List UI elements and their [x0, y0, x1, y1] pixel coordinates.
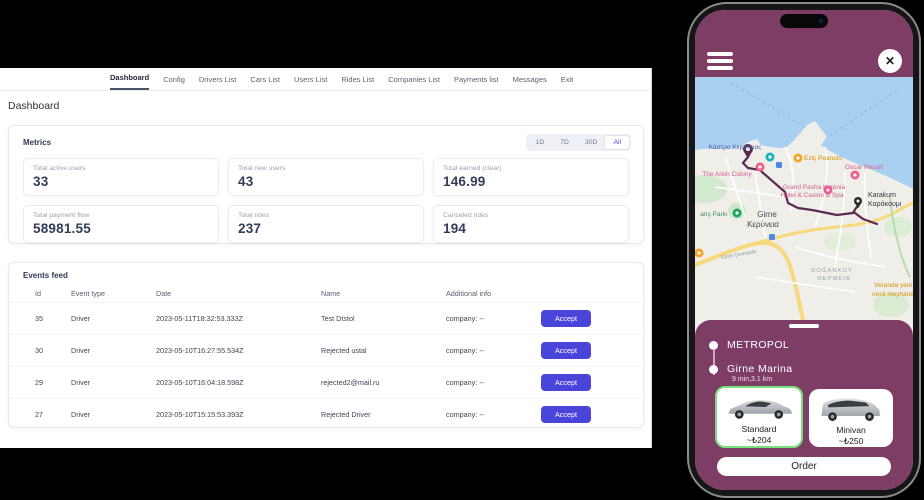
tab-payments-list[interactable]: Payments list [453, 75, 499, 84]
table-row: 27 Driver 2023-05-10T15:15:53.393Z Rejec… [9, 398, 643, 430]
minivan-car-image [821, 398, 880, 421]
map-label-dogankoy2: ΘΕΡΜΕΙΑ [817, 276, 850, 282]
table-row: 29 Driver 2023-05-10T16:04:18.598Z rejec… [9, 366, 643, 398]
admin-dashboard-window: Dashboard Config Drivers List Cars List … [0, 68, 652, 448]
map-label-park: anş Parkı [700, 211, 728, 218]
metric-total-payment-flow: Total payment flow 58981.55 [23, 205, 219, 243]
filter-7d[interactable]: 7D [560, 139, 569, 146]
map-label-castle: Κάστρο Κερύνειας [709, 143, 762, 151]
tab-cars-list[interactable]: Cars List [250, 75, 280, 84]
map-label-dogankoy: DOĞANKÖY [811, 267, 853, 274]
castle-poi-icon [765, 152, 775, 162]
restaurant-poi-icon [695, 248, 704, 258]
destination-label: Girne Marina [727, 363, 793, 375]
origin-dot-icon [709, 340, 718, 350]
phone-screen: ✕ [695, 10, 913, 490]
close-icon[interactable]: ✕ [878, 49, 902, 73]
metric-total-active-users: Total active users 33 [23, 158, 219, 196]
car-option-standard[interactable]: Standard ~₺204 [715, 386, 803, 448]
map-label-veranda: Veranda yeni [874, 282, 912, 289]
sedan-car-image [728, 400, 792, 419]
tab-config[interactable]: Config [163, 75, 185, 84]
car-price: ~₺250 [838, 436, 864, 446]
hotel-poi-icon [823, 185, 833, 195]
metrics-title: Metrics [23, 138, 52, 147]
destination-dot-icon [709, 364, 718, 374]
col-name: Name [321, 288, 341, 298]
accept-button[interactable]: Accept [541, 406, 591, 423]
park-poi-icon [732, 208, 742, 218]
tab-users-list[interactable]: Users List [293, 75, 328, 84]
car-name: Standard [741, 424, 777, 434]
filter-all[interactable]: All [605, 136, 629, 149]
table-row: 35 Driver 2023-05-11T18:32:53.333Z Test … [9, 302, 643, 334]
col-info: Additional info [446, 288, 492, 298]
filter-30d[interactable]: 30D [584, 139, 598, 146]
table-row: 30 Driver 2023-05-10T16:27:55.534Z Rejec… [9, 334, 643, 366]
destination-row: Girne Marina [709, 363, 793, 375]
route-polyline [741, 155, 879, 226]
origin-row: METROPOL [709, 339, 789, 351]
map-label-karakum: Karakum [868, 192, 896, 199]
map-label-pasha2: Hotel & Casino & Spa [781, 192, 844, 199]
car-option-minivan[interactable]: Minivan ~₺250 [809, 389, 893, 447]
map-label-veranda2: nesil meyhane [872, 291, 913, 298]
map-label-girne: Girne [757, 210, 777, 219]
accept-button[interactable]: Accept [541, 342, 591, 359]
top-navbar: Dashboard Config Drivers List Cars List … [0, 68, 651, 91]
metric-total-earned: Total earned (clear) 146.99 [433, 158, 629, 196]
ride-bottom-sheet: METROPOL Girne Marina 9 min,3.1 km [695, 320, 913, 490]
car-name: Minivan [836, 425, 866, 435]
tab-exit[interactable]: Exit [560, 75, 574, 84]
events-table-header: Id Event type Date Name Additional info [9, 284, 643, 302]
tab-rides-list[interactable]: Rides List [341, 75, 375, 84]
phone-mockup: ✕ [687, 2, 921, 498]
accept-button[interactable]: Accept [541, 374, 591, 391]
metrics-card: Metrics 1D 7D 30D All Total active users… [8, 125, 644, 244]
phone-notch [780, 14, 828, 28]
events-feed-card: Events feed Id Event type Date Name Addi… [8, 262, 644, 428]
map-label-karakum2: Καράκουμι [868, 200, 902, 208]
metric-total-new-users: Total new users 43 [228, 158, 424, 196]
metric-canceled-rides: Canceled rides 194 [433, 205, 629, 243]
events-feed-title: Events feed [23, 271, 68, 280]
tab-companies-list[interactable]: Companies List [388, 75, 440, 84]
origin-pin-icon [743, 144, 753, 159]
col-id: Id [35, 288, 41, 298]
metric-total-rides: Total rides 237 [228, 205, 424, 243]
filter-1d[interactable]: 1D [535, 139, 545, 146]
map-label-oscar: Oscar Resort [845, 164, 883, 171]
trip-info: 9 min,3.1 km [732, 376, 773, 383]
destination-pin-icon [854, 197, 862, 209]
tab-messages[interactable]: Messages [512, 75, 547, 84]
map-label-arkin: The Arkin Colony [702, 171, 752, 178]
map-land [695, 121, 913, 320]
map-label-girne2: Κερύνεια [747, 220, 779, 229]
map-view[interactable]: Κάστρο Κερύνειας The Arkin Colony Eziç P… [695, 77, 913, 321]
metric-tiles: Total active users 33 Total new users 43… [9, 155, 643, 243]
map-label-ezic: Eziç Peanuts [804, 155, 843, 162]
transit-poi-icon [769, 234, 775, 240]
drag-handle[interactable] [789, 324, 819, 328]
stops-connector [712, 349, 715, 375]
restaurant-poi-icon [793, 153, 803, 163]
camera-icon [819, 19, 823, 23]
transit-poi-icon [776, 162, 782, 168]
hotel-poi-icon [850, 170, 860, 180]
tab-dashboard[interactable]: Dashboard [110, 73, 150, 90]
hotel-poi-icon [755, 162, 765, 172]
car-price: ~₺204 [746, 435, 772, 445]
col-type: Event type [71, 288, 105, 298]
map-label-pasha: Grand Pasha Kyrenia [783, 184, 846, 191]
order-button[interactable]: Order [717, 457, 891, 476]
date-filter-group: 1D 7D 30D All [525, 134, 631, 151]
menu-icon[interactable] [707, 52, 733, 73]
ferry-route-line [824, 89, 898, 140]
page-title: Dashboard [8, 100, 60, 112]
origin-label: METROPOL [727, 339, 790, 351]
accept-button[interactable]: Accept [541, 310, 591, 327]
tab-drivers-list[interactable]: Drivers List [198, 75, 237, 84]
col-date: Date [156, 288, 172, 298]
